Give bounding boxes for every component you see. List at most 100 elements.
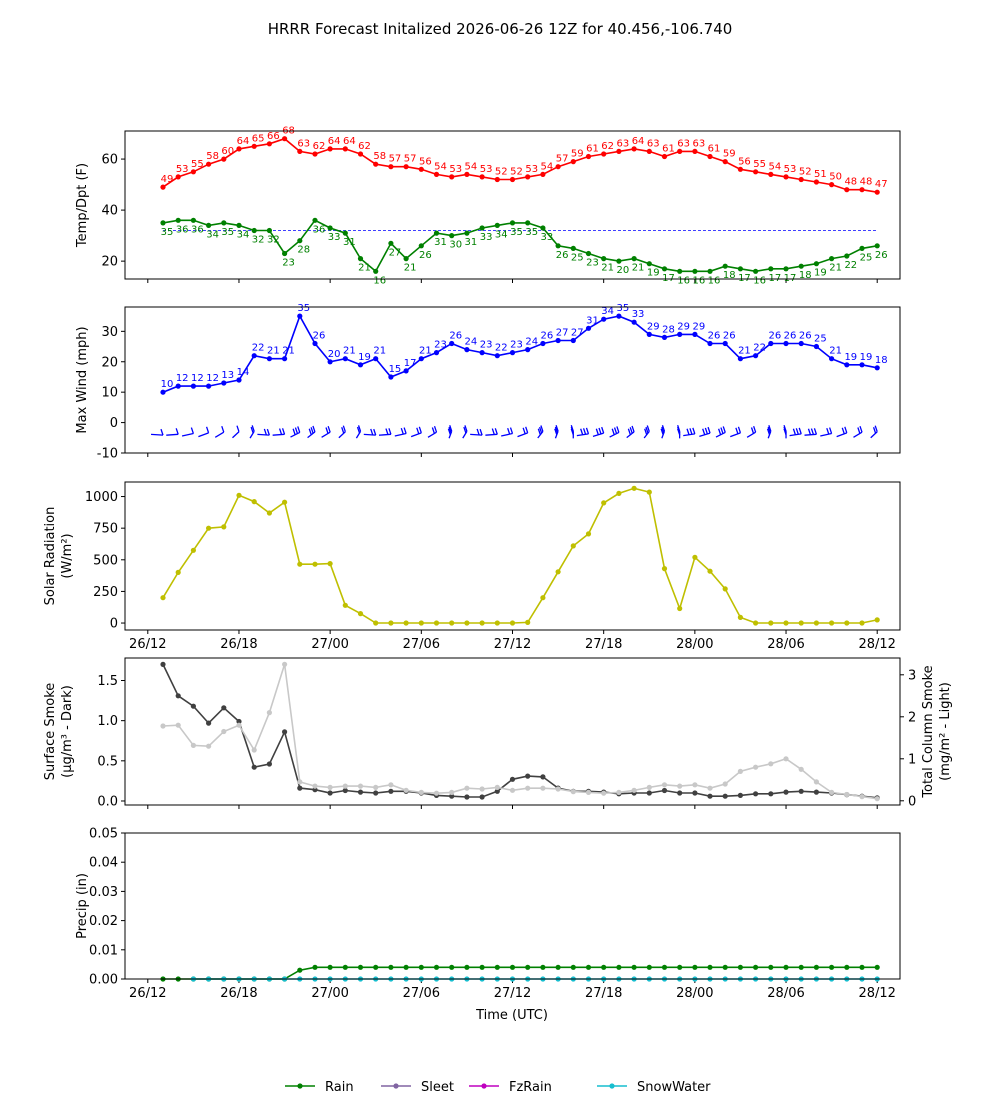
data-point	[190, 547, 196, 553]
data-point	[631, 964, 637, 970]
data-label: 57	[389, 154, 402, 165]
right-y-tick-label: 2	[908, 710, 916, 725]
data-point	[251, 353, 257, 359]
y-tick-label: 10	[101, 386, 118, 401]
data-point	[251, 747, 257, 753]
data-point	[282, 356, 288, 362]
data-point	[206, 383, 212, 389]
data-point	[661, 153, 668, 160]
data-point	[251, 764, 257, 770]
data-label: 22	[753, 343, 766, 354]
data-point	[844, 362, 850, 368]
data-label: 60	[221, 146, 234, 157]
data-point	[403, 620, 409, 626]
data-point	[509, 220, 516, 226]
data-point	[631, 787, 637, 793]
data-label: 58	[373, 151, 386, 162]
data-label: 36	[313, 224, 326, 235]
y-tick-label: 0.04	[89, 856, 118, 871]
data-point	[342, 602, 348, 608]
data-point	[859, 964, 865, 970]
data-point	[357, 964, 364, 970]
data-point	[585, 325, 592, 331]
data-point	[479, 174, 485, 180]
data-label: 31	[434, 237, 447, 248]
plot-frame	[124, 832, 901, 980]
data-point	[631, 146, 637, 152]
wind-barb	[214, 426, 225, 438]
right-y-axis-title: Total Column Smoke (mg/m² - Light)	[921, 665, 953, 798]
data-point	[631, 256, 637, 262]
data-point	[206, 525, 212, 531]
data-point	[798, 766, 804, 772]
data-point	[783, 266, 789, 272]
data-label: 26	[313, 331, 326, 342]
y-tick-label: 750	[93, 522, 118, 537]
y-tick-label: 0.01	[89, 943, 118, 958]
data-label: 21	[829, 263, 842, 274]
data-point	[342, 964, 348, 970]
data-point	[357, 151, 364, 157]
data-point	[525, 785, 531, 791]
data-point	[570, 964, 576, 970]
data-point	[768, 791, 774, 797]
data-point	[312, 561, 318, 567]
data-point	[494, 176, 500, 183]
data-point	[160, 220, 166, 226]
data-point	[175, 569, 181, 576]
data-point	[601, 500, 607, 506]
data-point	[753, 764, 759, 770]
data-point	[677, 148, 683, 154]
plot-frame	[124, 657, 901, 806]
data-point	[555, 964, 561, 970]
data-point	[312, 340, 318, 347]
data-point	[555, 337, 561, 344]
data-point	[601, 256, 607, 262]
data-point	[844, 964, 850, 970]
data-label: 26	[708, 331, 721, 342]
data-point	[479, 225, 485, 231]
y-tick-label: 1.5	[97, 674, 118, 689]
precip-legend: Rain Sleet FzRain SnowWater	[285, 1080, 711, 1095]
wind-barb	[789, 427, 802, 437]
data-point	[357, 611, 364, 617]
data-point	[692, 964, 698, 970]
data-point	[616, 258, 622, 264]
data-point	[677, 964, 683, 970]
data-label: 21	[829, 346, 842, 357]
data-point	[433, 350, 440, 356]
data-point	[601, 316, 607, 322]
data-point	[601, 151, 607, 157]
data-label: 53	[480, 164, 493, 175]
data-point	[540, 171, 546, 177]
data-point	[616, 964, 622, 970]
data-point	[388, 782, 394, 788]
data-point	[418, 964, 424, 970]
data-label: 35	[161, 227, 174, 238]
data-point	[859, 362, 865, 368]
data-point	[540, 595, 546, 601]
data-point	[433, 790, 440, 796]
data-point	[418, 243, 424, 249]
data-label: 16	[753, 275, 766, 286]
data-label: 61	[586, 144, 599, 155]
y-tick-label: 0.03	[89, 885, 118, 900]
data-point	[768, 964, 774, 970]
data-point	[449, 233, 455, 239]
data-label: 16	[373, 275, 386, 286]
data-point	[190, 742, 196, 749]
data-point	[601, 964, 607, 970]
data-point	[282, 136, 288, 142]
data-point	[525, 619, 531, 626]
wind-barb	[501, 427, 514, 437]
data-label: 50	[829, 172, 842, 183]
data-point	[373, 964, 379, 970]
data-point	[525, 220, 531, 226]
wind-barb	[870, 425, 878, 439]
data-point	[433, 230, 440, 236]
data-label: 64	[632, 136, 645, 147]
data-point	[449, 174, 455, 180]
data-point	[753, 964, 759, 970]
